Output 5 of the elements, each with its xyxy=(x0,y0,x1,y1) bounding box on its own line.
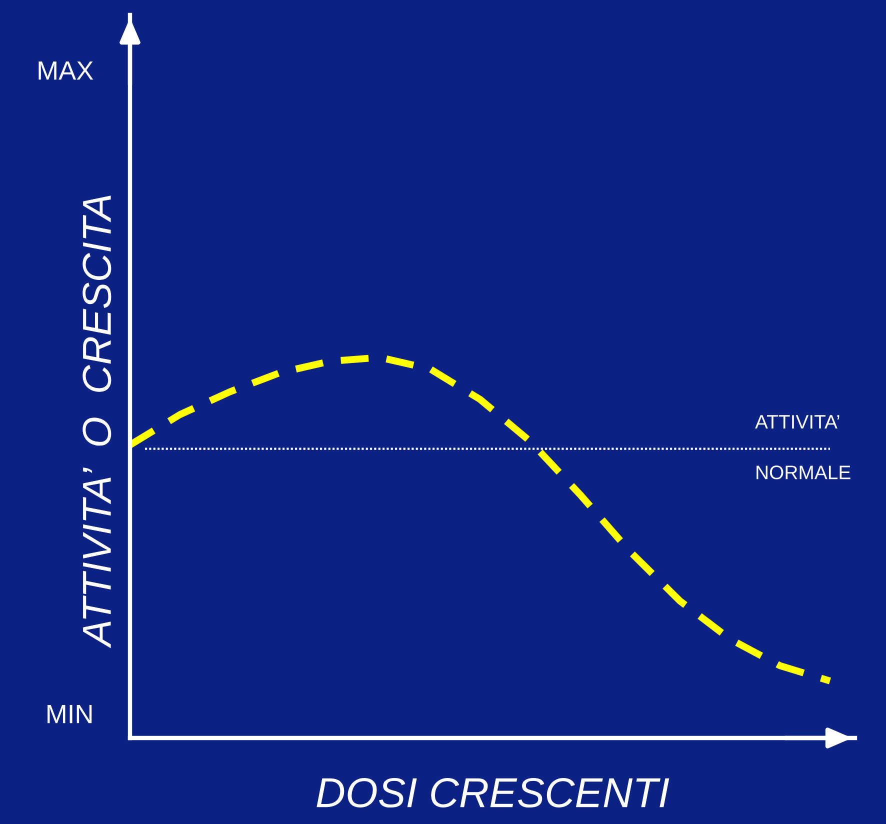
y-axis-title: ATTIVITA’ O CRESCITA xyxy=(82,196,112,648)
text: MIN xyxy=(48,704,92,724)
x-axis-title: DOSI CRESCENTI xyxy=(316,778,670,808)
text: MAX xyxy=(38,62,94,80)
text: ATTIVITA’ NORMALE xyxy=(755,415,850,480)
